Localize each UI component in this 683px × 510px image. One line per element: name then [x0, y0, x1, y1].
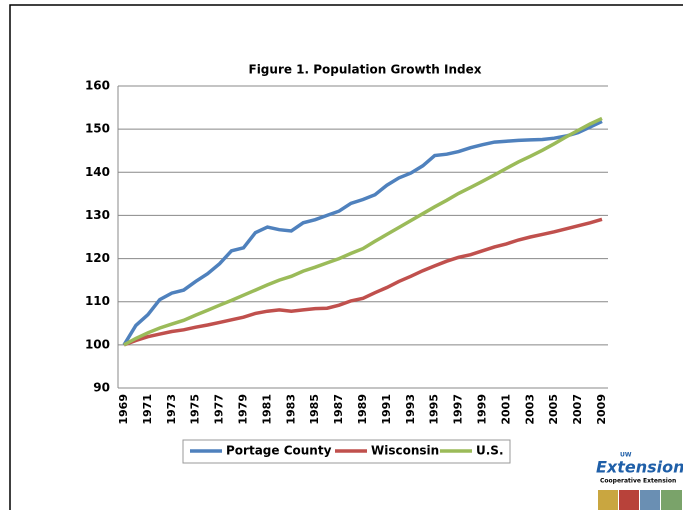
- logo: UW Extension Cooperative Extension: [596, 452, 683, 510]
- x-tick-label: 1973: [165, 394, 178, 425]
- x-tick-label: 1995: [428, 394, 441, 425]
- slide-frame: [10, 5, 683, 510]
- legend-label: U.S.: [476, 444, 504, 458]
- y-tick-label: 90: [93, 381, 110, 395]
- y-tick-label: 160: [85, 79, 110, 93]
- logo-subtitle: Cooperative Extension: [600, 478, 676, 485]
- x-tick-label: 2003: [523, 394, 536, 425]
- chart-title: Figure 1. Population Growth Index: [249, 63, 482, 77]
- logo-image: [619, 490, 639, 510]
- logo-image: [640, 490, 660, 510]
- x-tick-label: 1979: [236, 394, 249, 425]
- x-tick-label: 1985: [308, 394, 321, 425]
- x-tick-label: 1989: [356, 394, 369, 425]
- y-tick-label: 100: [85, 337, 110, 351]
- series-line: [124, 118, 602, 345]
- legend-label: Wisconsin: [371, 444, 439, 458]
- x-tick-label: 2009: [595, 394, 608, 425]
- x-tick-label: 1997: [452, 394, 465, 425]
- legend-label: Portage County: [226, 444, 332, 458]
- x-tick-label: 1999: [476, 394, 489, 425]
- logo-image: [661, 490, 682, 510]
- chart: Figure 1. Population Growth Index UW Ext…: [0, 0, 683, 510]
- logo-image: [598, 490, 618, 510]
- y-tick-label: 140: [85, 165, 110, 179]
- x-tick-label: 1983: [284, 394, 297, 425]
- x-tick-label: 2005: [547, 394, 560, 425]
- y-tick-label: 110: [85, 294, 110, 308]
- y-tick-label: 130: [85, 208, 110, 222]
- logo-name: Extension: [596, 458, 683, 477]
- x-tick-label: 1977: [213, 394, 226, 425]
- page: Figure 1. Population Growth Index UW Ext…: [0, 0, 683, 510]
- x-tick-label: 2001: [499, 394, 512, 425]
- x-tick-label: 1975: [189, 394, 202, 425]
- x-tick-label: 1991: [380, 394, 393, 425]
- x-tick-label: 1993: [404, 394, 417, 425]
- x-tick-label: 1971: [141, 394, 154, 425]
- x-tick-label: 1981: [260, 394, 273, 425]
- x-tick-label: 1987: [332, 394, 345, 425]
- y-tick-label: 120: [85, 251, 110, 265]
- x-tick-label: 2007: [571, 394, 584, 425]
- y-tick-label: 150: [85, 122, 110, 136]
- x-tick-label: 1969: [117, 394, 130, 425]
